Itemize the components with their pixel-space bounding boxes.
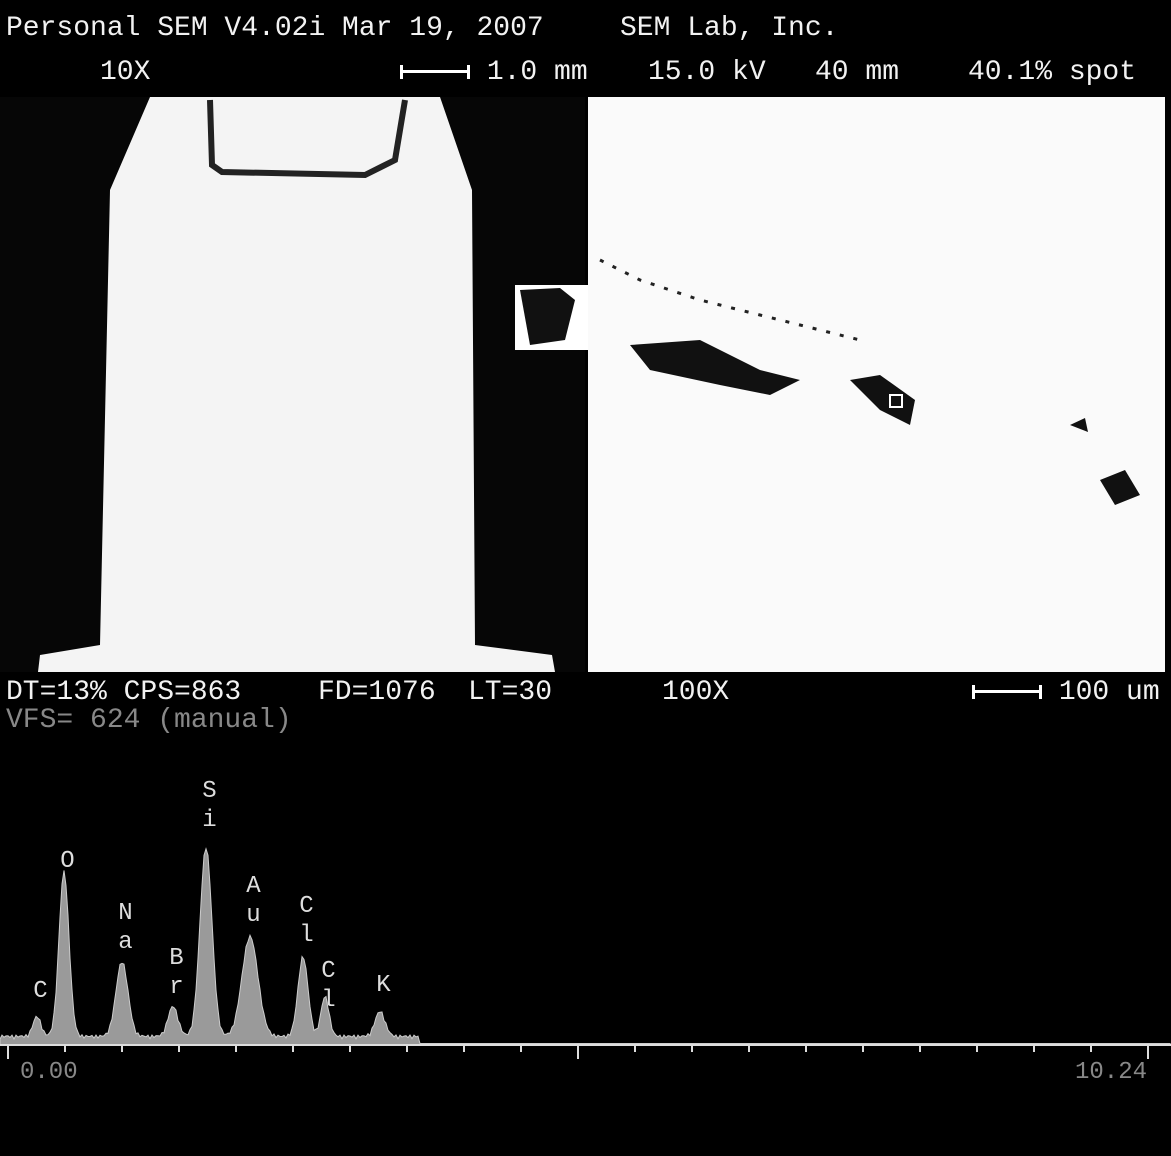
scale-bar-label: 1.0 mm [487,57,588,88]
live-time: LT=30 [468,678,552,708]
axis-ticks [8,1045,1148,1059]
dead-time: DT=13% CPS=863 [6,678,241,708]
vfs: VFS= 624 (manual) [6,706,292,736]
magnification: 10X [100,58,150,88]
fd: FD=1076 [318,678,436,708]
scale-bar-label: 100 um [1059,677,1160,708]
sem-screen: Personal SEM V4.02i Mar 19, 2007 SEM Lab… [0,0,1171,1156]
peak-label: Cl [293,893,319,951]
software: Personal SEM V4.02i Mar 19, 2007 [6,14,544,44]
peak-label: O [54,848,80,877]
axis-end: 10.24 [1075,1058,1147,1088]
magnification-2: 100X [662,678,729,708]
scale-bar: 1.0 mm [400,58,588,88]
peak-label: C [27,978,53,1007]
scale-bar-2: 100 um [972,678,1160,708]
peak-label: Na [112,900,138,958]
peak-label: Cl [315,958,341,1016]
working-distance: 40 mm [815,58,899,88]
peak-label: Au [240,873,266,931]
spot: 40.1% spot [968,58,1136,88]
axis-start: 0.00 [20,1058,78,1088]
peak-label: K [370,972,396,1001]
peak-label: Br [163,945,189,1003]
company: SEM Lab, Inc. [620,14,838,44]
voltage: 15.0 kV [648,58,766,88]
peak-label: Si [196,778,222,836]
